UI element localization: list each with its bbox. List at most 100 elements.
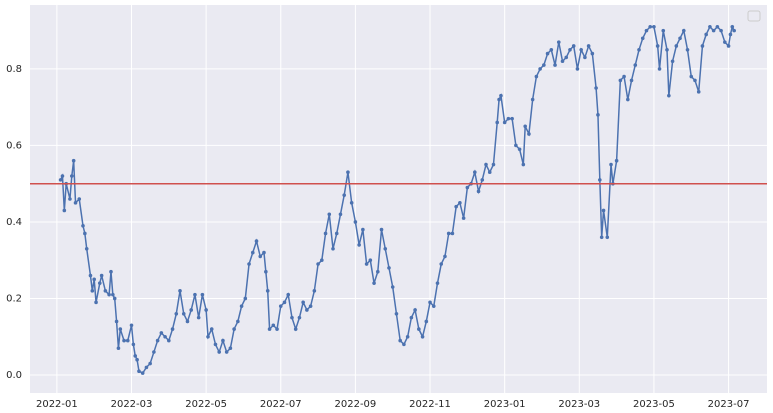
point [560, 59, 565, 64]
point [232, 327, 236, 331]
point [290, 315, 294, 320]
point [502, 120, 507, 125]
point [545, 51, 550, 56]
point [327, 212, 332, 217]
point [364, 262, 369, 266]
point [387, 266, 391, 270]
y-tick-label: 0.2 [6, 293, 22, 304]
point [357, 243, 361, 247]
point [140, 371, 145, 375]
point [390, 285, 395, 289]
point [599, 235, 604, 240]
point [383, 246, 388, 251]
point [99, 273, 104, 278]
point [167, 338, 171, 343]
point [708, 25, 712, 29]
point [236, 319, 240, 324]
point [361, 227, 365, 232]
point [579, 47, 583, 52]
point [510, 116, 514, 121]
point [196, 315, 201, 320]
point [116, 346, 121, 351]
point [402, 342, 406, 347]
point [728, 32, 733, 37]
x-tick-label: 2022-09 [335, 399, 377, 410]
point [542, 63, 546, 67]
point [678, 36, 682, 41]
point [90, 289, 95, 293]
point [693, 78, 697, 83]
point [77, 197, 82, 201]
x-tick-label: 2022-07 [260, 399, 302, 410]
y-tick-label: 0.8 [6, 64, 22, 75]
point [265, 289, 270, 293]
point [178, 289, 182, 293]
point [665, 47, 669, 52]
point [549, 47, 554, 52]
point [417, 327, 421, 331]
x-tick-label: 2022-01 [36, 399, 78, 410]
point [254, 239, 259, 243]
point [590, 51, 595, 56]
point [648, 25, 652, 29]
point [368, 258, 373, 263]
point [499, 93, 503, 98]
point [586, 44, 591, 48]
x-tick-label: 2022-11 [409, 399, 451, 410]
point [601, 208, 606, 213]
point [228, 346, 233, 351]
point [711, 28, 716, 33]
point [163, 334, 167, 339]
point [594, 86, 598, 90]
point [346, 170, 350, 175]
point [301, 300, 305, 305]
point [700, 44, 705, 48]
point [394, 311, 399, 316]
x-tick-label: 2023-07 [708, 399, 750, 410]
point [109, 269, 113, 274]
point [730, 25, 735, 29]
point [209, 327, 214, 331]
point [122, 338, 126, 343]
point [521, 162, 526, 167]
point [103, 289, 108, 293]
point [497, 97, 501, 102]
point [480, 178, 485, 182]
point [135, 357, 139, 362]
x-tick-label: 2022-03 [111, 399, 153, 410]
point [568, 47, 572, 52]
y-tick-label: 0.4 [6, 217, 22, 228]
point [69, 174, 74, 178]
point [652, 25, 656, 29]
point [583, 55, 587, 60]
point [349, 201, 354, 205]
point [644, 28, 649, 33]
point [506, 116, 511, 121]
point [420, 334, 425, 339]
point [129, 323, 134, 328]
point [674, 44, 679, 48]
point [342, 193, 347, 197]
point [92, 277, 96, 282]
point [495, 120, 500, 125]
point [446, 231, 451, 236]
point [538, 67, 542, 71]
point [640, 36, 645, 41]
point [247, 262, 251, 266]
point [454, 204, 458, 209]
point [111, 292, 115, 297]
point [458, 201, 462, 205]
point [170, 327, 175, 331]
point [523, 124, 527, 129]
point [275, 327, 279, 331]
point [262, 250, 266, 255]
point [88, 273, 93, 278]
point [661, 28, 666, 33]
point [372, 281, 376, 285]
point [605, 235, 610, 240]
point [484, 162, 488, 167]
point [696, 90, 701, 94]
point [118, 327, 123, 331]
